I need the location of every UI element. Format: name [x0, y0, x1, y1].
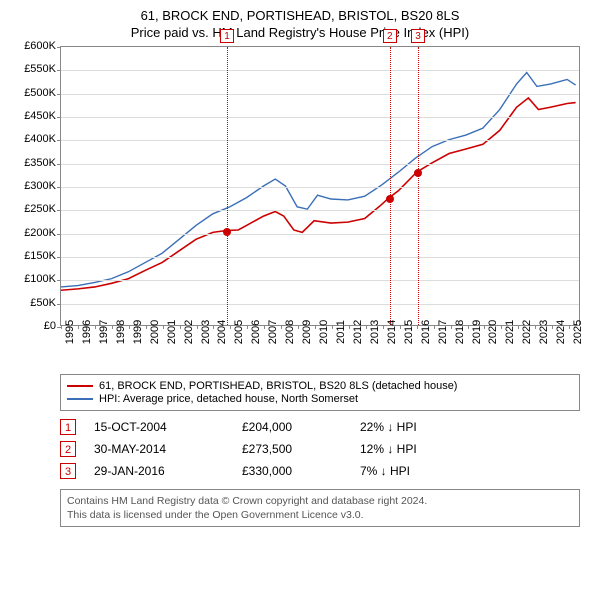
legend-item: 61, BROCK END, PORTISHEAD, BRISTOL, BS20…: [67, 380, 573, 392]
x-axis-label: 2014: [386, 320, 398, 344]
legend-swatch: [67, 385, 93, 387]
sale-price: £330,000: [242, 464, 342, 478]
sale-marker-dot: [223, 228, 231, 236]
sale-vs-hpi: 22% ↓ HPI: [360, 420, 480, 434]
sale-marker-badge: 1: [220, 29, 234, 43]
x-axis-label: 2001: [166, 320, 178, 344]
series-price_paid: [61, 98, 576, 290]
legend-label: HPI: Average price, detached house, Nort…: [99, 393, 358, 405]
x-axis-label: 2006: [250, 320, 262, 344]
series-hpi: [61, 73, 576, 287]
sale-index-badge: 1: [60, 419, 76, 435]
x-axis-label: 1997: [98, 320, 110, 344]
sale-price: £273,500: [242, 442, 342, 456]
x-axis-label: 2009: [301, 320, 313, 344]
sale-marker-dot: [414, 169, 422, 177]
x-axis-label: 1995: [64, 320, 76, 344]
x-axis-label: 2019: [471, 320, 483, 344]
title-subtitle: Price paid vs. HM Land Registry's House …: [10, 25, 590, 40]
x-axis-label: 2018: [454, 320, 466, 344]
attribution-line: This data is licensed under the Open Gov…: [67, 508, 573, 522]
y-axis-label: £400K: [10, 133, 56, 145]
x-axis-label: 2016: [420, 320, 432, 344]
sale-price: £204,000: [242, 420, 342, 434]
sale-row: 3 29-JAN-2016 £330,000 7% ↓ HPI: [60, 463, 580, 479]
sale-index-badge: 3: [60, 463, 76, 479]
y-axis-label: £0: [10, 320, 56, 332]
y-axis-label: £600K: [10, 40, 56, 52]
y-axis-label: £100K: [10, 273, 56, 285]
y-axis-label: £150K: [10, 250, 56, 262]
y-axis-label: £350K: [10, 157, 56, 169]
legend-swatch: [67, 398, 93, 400]
sale-vs-hpi: 7% ↓ HPI: [360, 464, 480, 478]
sale-marker-line: [390, 47, 391, 325]
attribution-line: Contains HM Land Registry data © Crown c…: [67, 494, 573, 508]
attribution: Contains HM Land Registry data © Crown c…: [60, 489, 580, 527]
x-axis-label: 2010: [318, 320, 330, 344]
sale-marker-line: [227, 47, 228, 325]
sale-marker-badge: 2: [383, 29, 397, 43]
y-axis-label: £50K: [10, 297, 56, 309]
x-axis-label: 2021: [504, 320, 516, 344]
x-axis-label: 2025: [572, 320, 584, 344]
sale-vs-hpi: 12% ↓ HPI: [360, 442, 480, 456]
x-axis-label: 2002: [183, 320, 195, 344]
y-axis-label: £450K: [10, 110, 56, 122]
sales-table: 1 15-OCT-2004 £204,000 22% ↓ HPI 2 30-MAY-201…: [60, 419, 580, 479]
x-axis-label: 2011: [335, 320, 347, 344]
x-axis-label: 2012: [352, 320, 364, 344]
x-axis-label: 2023: [538, 320, 550, 344]
y-axis-label: £250K: [10, 203, 56, 215]
y-axis-label: £200K: [10, 227, 56, 239]
legend-item: HPI: Average price, detached house, Nort…: [67, 393, 573, 405]
sale-index-badge: 2: [60, 441, 76, 457]
sale-row: 1 15-OCT-2004 £204,000 22% ↓ HPI: [60, 419, 580, 435]
price-chart: 123 £0£50K£100K£150K£200K£250K£300K£350K…: [10, 46, 590, 366]
x-axis-label: 2003: [200, 320, 212, 344]
y-axis-label: £550K: [10, 63, 56, 75]
x-axis-label: 2015: [403, 320, 415, 344]
sale-marker-line: [418, 47, 419, 325]
title-address: 61, BROCK END, PORTISHEAD, BRISTOL, BS20…: [10, 8, 590, 23]
x-axis-label: 2020: [487, 320, 499, 344]
sale-date: 29-JAN-2016: [94, 464, 224, 478]
y-axis-label: £500K: [10, 87, 56, 99]
x-axis-label: 2004: [216, 320, 228, 344]
x-axis-label: 2000: [149, 320, 161, 344]
x-axis-label: 2022: [521, 320, 533, 344]
y-axis-label: £300K: [10, 180, 56, 192]
legend-label: 61, BROCK END, PORTISHEAD, BRISTOL, BS20…: [99, 380, 457, 392]
x-axis-label: 2007: [267, 320, 279, 344]
x-axis-label: 1996: [81, 320, 93, 344]
x-axis-label: 2024: [555, 320, 567, 344]
sale-marker-badge: 3: [411, 29, 425, 43]
sale-date: 15-OCT-2004: [94, 420, 224, 434]
x-axis-label: 2005: [233, 320, 245, 344]
x-axis-label: 2013: [369, 320, 381, 344]
x-axis-label: 1998: [115, 320, 127, 344]
sale-marker-dot: [386, 195, 394, 203]
sale-date: 30-MAY-2014: [94, 442, 224, 456]
x-axis-label: 2008: [284, 320, 296, 344]
sale-row: 2 30-MAY-2014 £273,500 12% ↓ HPI: [60, 441, 580, 457]
legend: 61, BROCK END, PORTISHEAD, BRISTOL, BS20…: [60, 374, 580, 411]
x-axis-label: 1999: [132, 320, 144, 344]
x-axis-label: 2017: [437, 320, 449, 344]
